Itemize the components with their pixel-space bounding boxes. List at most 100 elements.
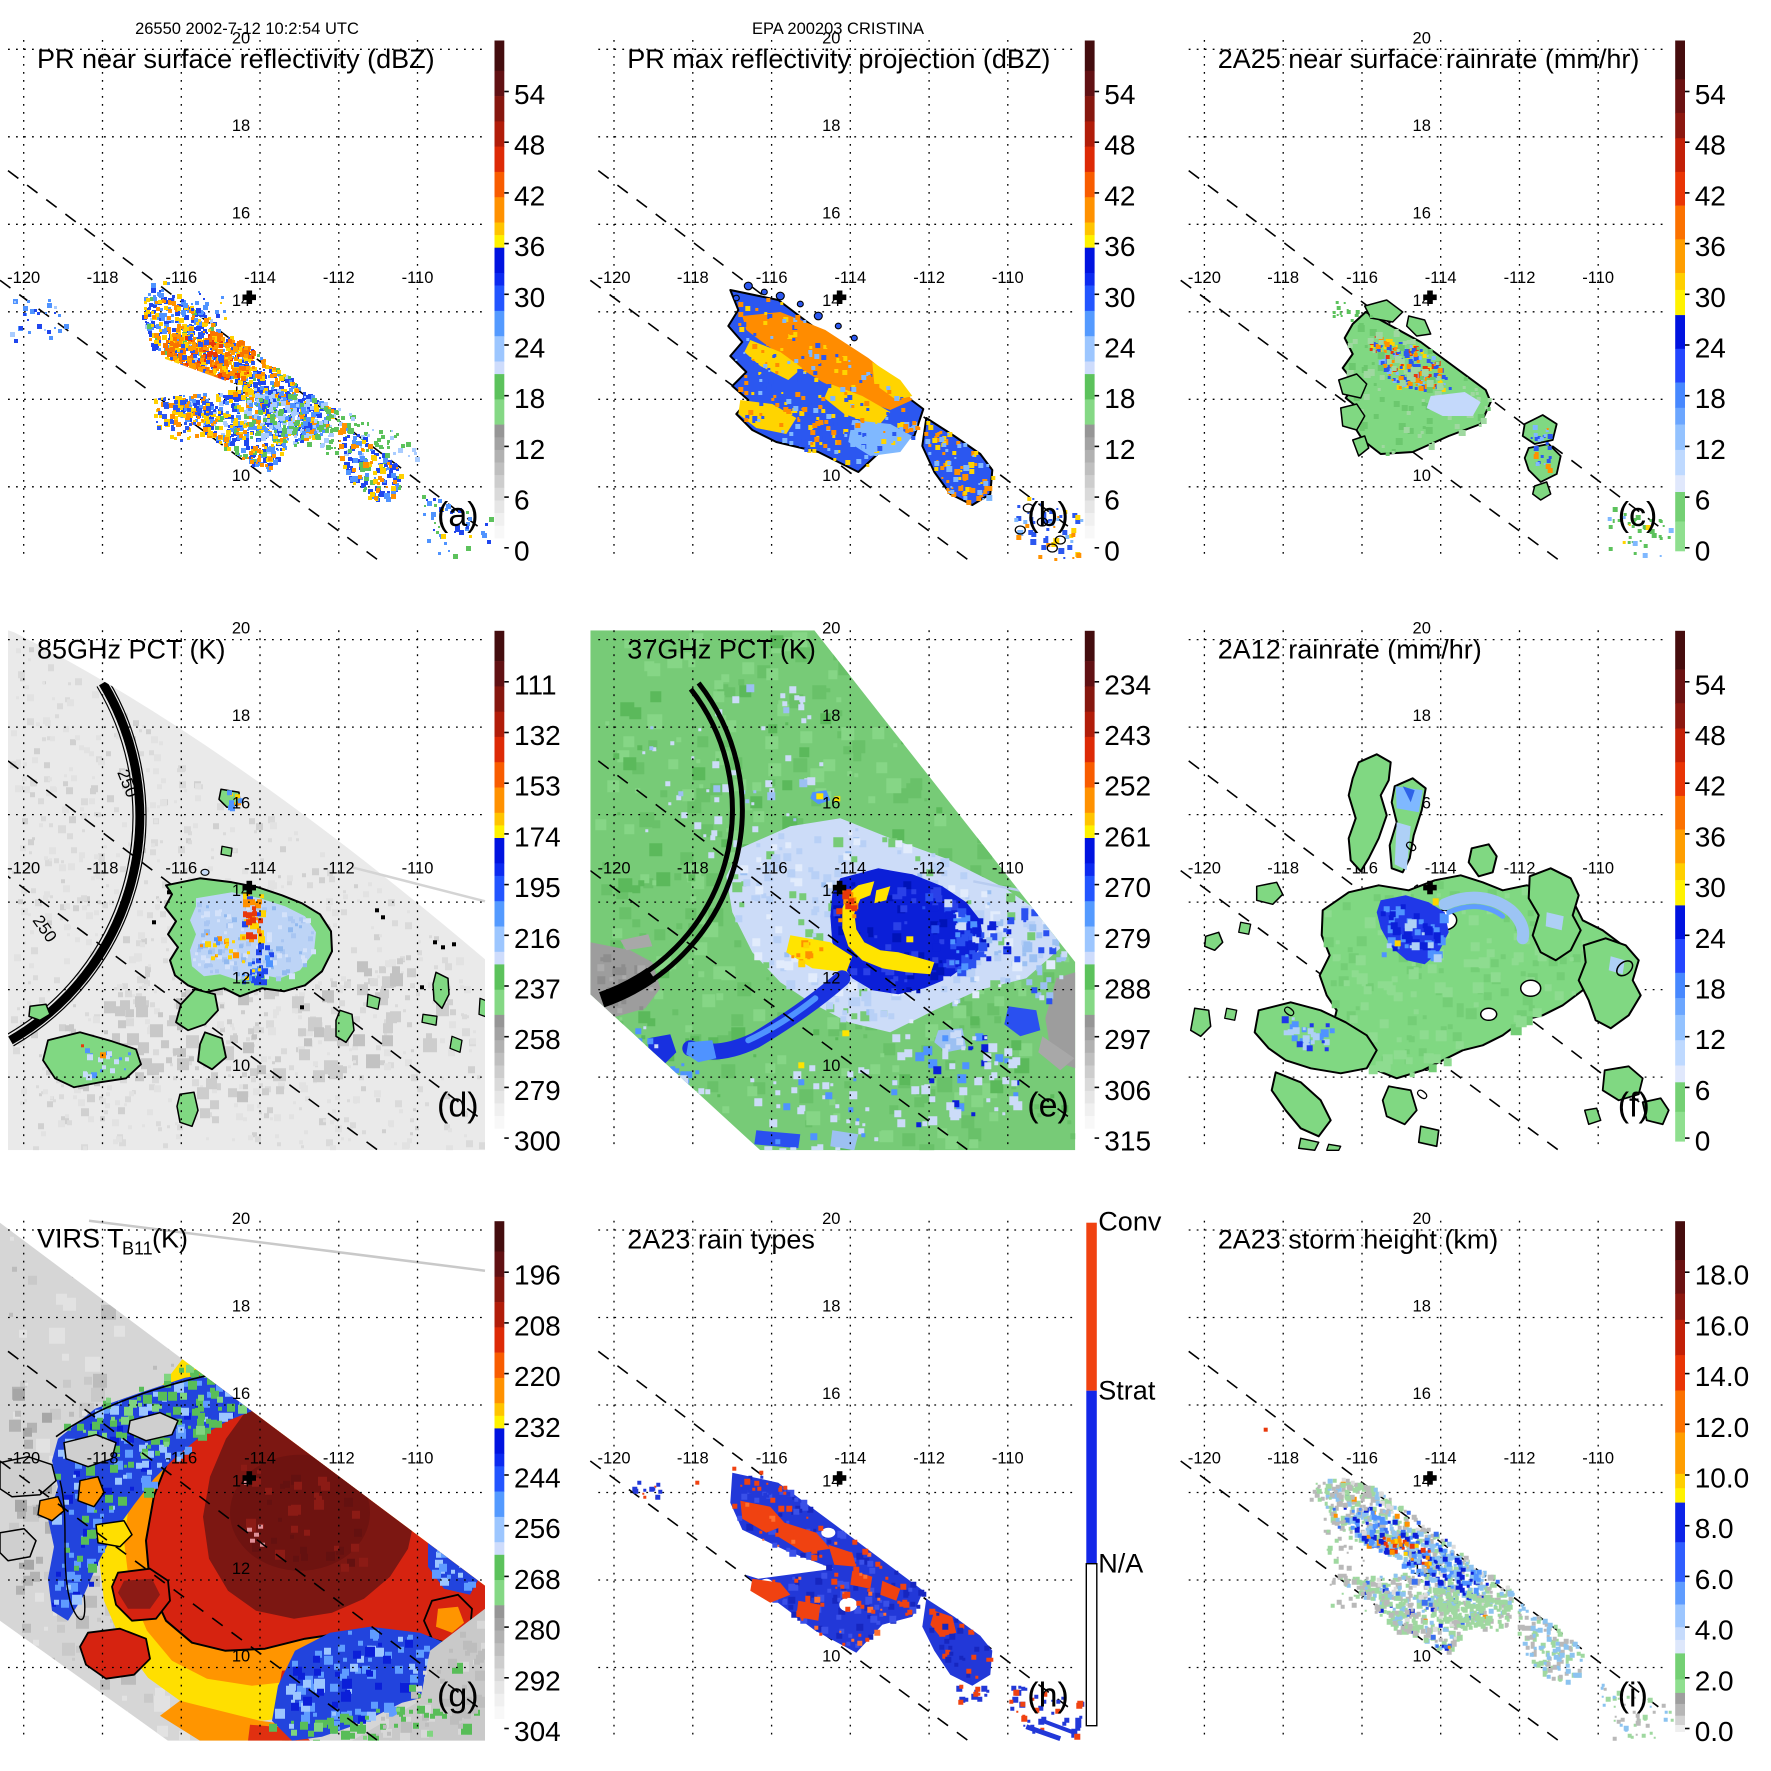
svg-text:-116: -116 <box>756 1450 788 1468</box>
svg-text:-114: -114 <box>244 859 276 877</box>
svg-text:20: 20 <box>822 620 840 638</box>
svg-text:36: 36 <box>1695 231 1726 262</box>
svg-text:20: 20 <box>232 620 250 638</box>
svg-text:-110: -110 <box>402 1450 434 1468</box>
svg-text:54: 54 <box>514 79 545 110</box>
svg-text:10: 10 <box>822 1648 840 1666</box>
svg-text:297: 297 <box>1104 1024 1151 1055</box>
svg-text:-112: -112 <box>913 269 945 287</box>
svg-text:288: 288 <box>1104 974 1151 1005</box>
svg-text:PR near surface reflectivity (: PR near surface reflectivity (dBZ) <box>37 44 435 74</box>
svg-text:-120: -120 <box>1188 1450 1221 1468</box>
svg-text:20: 20 <box>1413 1210 1431 1228</box>
svg-text:42: 42 <box>1695 771 1726 802</box>
svg-text:(a): (a) <box>437 496 479 534</box>
svg-text:6.0: 6.0 <box>1695 1564 1734 1595</box>
svg-text:-112: -112 <box>323 1450 355 1468</box>
svg-text:132: 132 <box>514 720 561 751</box>
svg-text:268: 268 <box>514 1564 561 1595</box>
svg-text:20: 20 <box>1413 620 1431 638</box>
svg-text:-116: -116 <box>165 269 197 287</box>
svg-text:Strat: Strat <box>1098 1376 1156 1406</box>
svg-text:-116: -116 <box>756 269 788 287</box>
svg-text:111: 111 <box>514 669 557 700</box>
svg-text:-114: -114 <box>834 269 866 287</box>
svg-text:-120: -120 <box>7 269 40 287</box>
svg-text:-118: -118 <box>677 269 709 287</box>
svg-text:-112: -112 <box>323 269 355 287</box>
svg-text:12: 12 <box>822 970 840 988</box>
svg-text:18.0: 18.0 <box>1695 1260 1750 1291</box>
svg-text:10: 10 <box>232 467 250 485</box>
svg-text:-120: -120 <box>597 269 630 287</box>
svg-text:4.0: 4.0 <box>1695 1615 1734 1646</box>
svg-text:18: 18 <box>232 1298 250 1316</box>
svg-text:36: 36 <box>1104 231 1135 262</box>
svg-text:220: 220 <box>514 1361 561 1392</box>
svg-text:292: 292 <box>514 1665 561 1696</box>
svg-text:(b): (b) <box>1027 496 1069 534</box>
svg-text:232: 232 <box>514 1412 561 1443</box>
svg-text:-110: -110 <box>402 859 434 877</box>
svg-text:-120: -120 <box>597 1450 630 1468</box>
svg-text:18: 18 <box>822 117 840 135</box>
svg-text:48: 48 <box>1695 720 1726 751</box>
svg-text:16: 16 <box>232 1385 250 1403</box>
svg-text:Conv: Conv <box>1098 1207 1162 1237</box>
svg-text:-116: -116 <box>756 859 788 877</box>
svg-text:42: 42 <box>1695 180 1726 211</box>
svg-text:48: 48 <box>1695 130 1726 161</box>
svg-text:24: 24 <box>1695 923 1726 954</box>
svg-text:216: 216 <box>514 923 561 954</box>
svg-text:-112: -112 <box>1504 859 1536 877</box>
svg-text:6: 6 <box>514 485 530 516</box>
svg-text:279: 279 <box>514 1075 561 1106</box>
svg-text:18: 18 <box>822 1298 840 1316</box>
svg-text:0: 0 <box>1695 1126 1711 1157</box>
svg-text:-112: -112 <box>323 859 355 877</box>
svg-text:-120: -120 <box>597 859 630 877</box>
svg-text:-118: -118 <box>1267 269 1299 287</box>
svg-text:(K): (K) <box>152 1224 188 1254</box>
svg-text:30: 30 <box>1695 872 1726 903</box>
svg-text:237: 237 <box>514 974 561 1005</box>
svg-text:304: 304 <box>514 1716 561 1747</box>
svg-text:16.0: 16.0 <box>1695 1310 1750 1341</box>
svg-text:2A12 rainrate (mm/hr): 2A12 rainrate (mm/hr) <box>1218 634 1482 664</box>
svg-text:B11: B11 <box>122 1239 153 1259</box>
svg-text:-116: -116 <box>1346 1450 1378 1468</box>
svg-text:10: 10 <box>232 1648 250 1666</box>
svg-text:36: 36 <box>514 231 545 262</box>
svg-text:280: 280 <box>514 1615 561 1646</box>
svg-text:-114: -114 <box>244 1450 276 1468</box>
svg-text:24: 24 <box>514 333 545 364</box>
svg-text:279: 279 <box>1104 923 1151 954</box>
svg-text:12: 12 <box>232 970 250 988</box>
svg-text:-114: -114 <box>1425 859 1457 877</box>
svg-text:10: 10 <box>1413 467 1431 485</box>
svg-text:18: 18 <box>1413 117 1431 135</box>
svg-text:20: 20 <box>1413 29 1431 47</box>
svg-text:258: 258 <box>514 1024 561 1055</box>
svg-text:0.0: 0.0 <box>1695 1716 1734 1747</box>
svg-text:18: 18 <box>1695 383 1726 414</box>
svg-text:270: 270 <box>1104 872 1151 903</box>
svg-text:2A23 storm height (km): 2A23 storm height (km) <box>1218 1225 1499 1255</box>
svg-text:16: 16 <box>232 204 250 222</box>
svg-text:(c): (c) <box>1618 496 1658 534</box>
svg-text:36: 36 <box>1695 821 1726 852</box>
svg-text:-110: -110 <box>992 859 1024 877</box>
svg-text:(d): (d) <box>437 1086 479 1124</box>
svg-text:54: 54 <box>1695 79 1726 110</box>
svg-text:PR max reflectivity projection: PR max reflectivity projection (dBZ) <box>627 44 1050 74</box>
svg-text:0: 0 <box>514 535 530 566</box>
svg-text:-118: -118 <box>677 859 709 877</box>
svg-text:-110: -110 <box>992 269 1024 287</box>
svg-text:315: 315 <box>1104 1126 1151 1157</box>
svg-text:42: 42 <box>514 180 545 211</box>
svg-text:14.0: 14.0 <box>1695 1361 1750 1392</box>
svg-text:18: 18 <box>514 383 545 414</box>
svg-text:(e): (e) <box>1027 1086 1069 1124</box>
svg-text:-112: -112 <box>1504 269 1536 287</box>
svg-text:-120: -120 <box>7 859 40 877</box>
